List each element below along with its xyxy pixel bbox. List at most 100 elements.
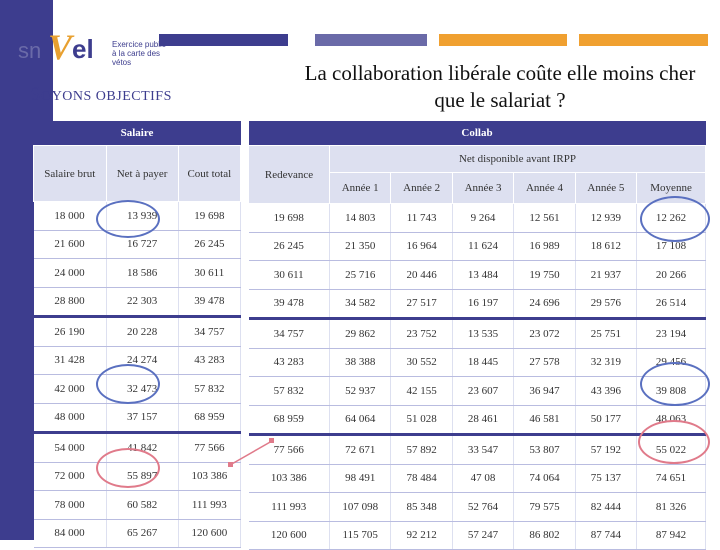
table-cell: 25 751 (575, 318, 638, 349)
table-cell: 23 072 (513, 318, 576, 349)
header-stripe-3 (439, 34, 567, 46)
table-cell: 39 478 (178, 287, 242, 318)
table-cell: 82 444 (575, 492, 638, 522)
section-subtitle: SOYONS OBJECTIFS (30, 84, 172, 106)
table-row: 103 386 98 491 78 484 47 08 74 064 75 137 74 6… (248, 464, 706, 493)
table-cell: 20 446 (390, 260, 453, 290)
table-cell: 64 064 (329, 405, 392, 436)
table-row: 26 245 21 350 16 964 11 624 16 989 18 612 17 1… (248, 232, 706, 261)
table-cell: 30 552 (390, 348, 453, 377)
table-row: 19 698 14 803 11 743 9 264 12 561 12 939 12 26… (248, 203, 706, 233)
table-cell: 92 212 (390, 521, 453, 550)
table-cell: 111 993 (178, 490, 242, 520)
highlight-moyenne-row7 (640, 362, 710, 406)
net-disponible-header: Net disponible avant IRPP (329, 145, 706, 173)
table-cell: 19 750 (513, 260, 576, 290)
table-cell: 16 197 (452, 289, 515, 320)
table-cell: 27 517 (390, 289, 453, 320)
table-cell: 57 192 (575, 434, 638, 465)
table-cell: 103 386 (248, 464, 330, 493)
table-cell: 52 937 (329, 376, 392, 406)
salaire-header: Salaire (33, 121, 241, 146)
table-cell: 12 561 (513, 203, 576, 233)
table-cell: 42 155 (390, 376, 453, 406)
table-cell: 19 698 (178, 201, 242, 231)
table-cell: 39 478 (248, 289, 330, 320)
table-cell: 47 08 (452, 464, 515, 493)
table-cell: 60 582 (106, 490, 179, 520)
table-cell: 74 651 (636, 464, 706, 493)
table-row: 111 993 107 098 85 348 52 764 79 575 82 444 81… (248, 492, 706, 522)
table-cell: 78 484 (390, 464, 453, 493)
table-cell: 57 832 (248, 376, 330, 406)
table-cell: 43 283 (248, 348, 330, 377)
table-cell: 75 137 (575, 464, 638, 493)
table-cell: 11 624 (452, 232, 515, 261)
table-cell: 9 264 (452, 203, 515, 233)
table-cell: 68 959 (178, 403, 242, 434)
table-cell: 74 064 (513, 464, 576, 493)
logo-el: el (72, 34, 94, 64)
table-cell: 57 832 (178, 374, 242, 404)
table-cell: 103 386 (178, 462, 242, 491)
table-cell: 87 942 (636, 521, 706, 550)
table-row: 28 800 22 303 39 478 (33, 287, 242, 318)
table-cell: 12 939 (575, 203, 638, 233)
table-cell: 78 000 (33, 490, 107, 520)
logo-tagline: Exercice public à la carte des vétos (112, 40, 166, 67)
table-row: 34 757 29 862 23 752 13 535 23 072 25 751 23 1… (248, 318, 706, 349)
col-net-a-payer: Net à payer (105, 145, 179, 202)
table-row: 57 832 52 937 42 155 23 607 36 947 43 396 39 8… (248, 376, 706, 406)
table-cell: 24 000 (33, 258, 107, 288)
table-cell: 107 098 (329, 492, 392, 522)
table-cell: 115 705 (329, 521, 392, 550)
table-row: 39 478 34 582 27 517 16 197 24 696 29 576 26 5… (248, 289, 706, 320)
table-row: 77 566 72 671 57 892 33 547 53 807 57 192 55 0… (248, 434, 706, 465)
logo-v: V (48, 27, 73, 67)
col-salaire-brut: Salaire brut (33, 145, 107, 202)
table-cell: 29 576 (575, 289, 638, 320)
table-cell: 26 514 (636, 289, 706, 320)
table-cell: 38 388 (329, 348, 392, 377)
table-cell: 23 752 (390, 318, 453, 349)
table-cell: 43 396 (575, 376, 638, 406)
snvel-logo: sn V el Exercice public à la carte des v… (10, 20, 166, 70)
table-row: 26 190 20 228 34 757 (33, 316, 242, 347)
table-cell: 24 696 (513, 289, 576, 320)
table-cell: 22 303 (106, 287, 179, 318)
table-cell: 43 283 (178, 346, 242, 375)
table-cell: 46 581 (513, 405, 576, 436)
table-cell: 42 000 (33, 374, 107, 404)
col-annee-1: Année 1 (328, 172, 392, 204)
table-cell: 77 566 (248, 434, 330, 465)
col-annee-5: Année 5 (574, 172, 638, 204)
table-cell: 50 177 (575, 405, 638, 436)
table-cell: 26 190 (33, 316, 107, 347)
table-cell: 14 803 (329, 203, 392, 233)
table-cell: 87 744 (575, 521, 638, 550)
table-row: 120 600 115 705 92 212 57 247 86 802 87 744 87… (248, 521, 706, 550)
table-cell: 51 028 (390, 405, 453, 436)
col-annee-2: Année 2 (390, 172, 453, 204)
table-row: 24 000 18 586 30 611 (33, 258, 242, 288)
table-cell: 19 698 (248, 203, 330, 233)
table-cell: 34 582 (329, 289, 392, 320)
table-cell: 31 428 (33, 346, 107, 375)
table-row: 84 000 65 267 120 600 (33, 519, 242, 548)
table-cell: 28 461 (452, 405, 515, 436)
table-cell: 57 892 (390, 434, 453, 465)
col-annee-3: Année 3 (451, 172, 515, 204)
table-cell: 20 266 (636, 260, 706, 290)
table-cell: 26 245 (248, 232, 330, 261)
table-row: 30 611 25 716 20 446 13 484 19 750 21 937 20 2… (248, 260, 706, 290)
logo-sn: sn (18, 38, 42, 63)
table-row: 43 283 38 388 30 552 18 445 27 578 32 319 29 4… (248, 348, 706, 377)
col-cout-total: Cout total (177, 145, 242, 202)
subtitle-rest: OYONS OBJECTIFS (41, 89, 172, 104)
table-cell: 77 566 (178, 432, 242, 463)
table-cell: 18 612 (575, 232, 638, 261)
table-cell: 30 611 (178, 258, 242, 288)
table-cell: 81 326 (636, 492, 706, 522)
table-cell: 37 157 (106, 403, 179, 434)
header-stripe-2 (315, 34, 427, 46)
